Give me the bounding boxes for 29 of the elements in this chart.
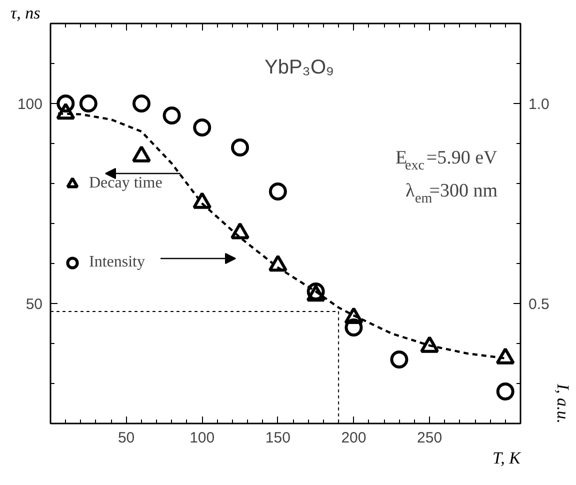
legend-label: Intensity bbox=[89, 254, 145, 272]
point bbox=[268, 254, 288, 272]
x-axis-title: T, K bbox=[492, 448, 522, 468]
point bbox=[79, 94, 98, 112]
point bbox=[132, 146, 151, 162]
y2-tick-label: 0.5 bbox=[528, 296, 550, 313]
point bbox=[390, 350, 408, 368]
point bbox=[496, 382, 514, 400]
x-tick-label: 100 bbox=[190, 430, 215, 446]
annotation: YbP₃O₉ bbox=[264, 56, 334, 78]
point bbox=[56, 102, 76, 120]
x-tick-label: 50 bbox=[118, 430, 135, 446]
point bbox=[344, 307, 364, 324]
point bbox=[162, 106, 181, 124]
point bbox=[496, 348, 515, 364]
point bbox=[268, 182, 287, 200]
y-axis-title: τ, ns bbox=[10, 4, 41, 22]
point bbox=[192, 192, 212, 209]
point bbox=[132, 94, 150, 112]
x-tick-label: 250 bbox=[417, 430, 442, 446]
point bbox=[420, 336, 440, 353]
y2-tick-label: 1.0 bbox=[528, 96, 550, 113]
point bbox=[193, 118, 212, 136]
point bbox=[230, 222, 250, 240]
legend-label: Decay time bbox=[89, 174, 162, 192]
y2-axis-title: I, a.u. bbox=[554, 382, 572, 424]
x-tick-label: 150 bbox=[265, 430, 290, 446]
point bbox=[231, 138, 250, 156]
x-tick-label: 200 bbox=[341, 430, 366, 446]
